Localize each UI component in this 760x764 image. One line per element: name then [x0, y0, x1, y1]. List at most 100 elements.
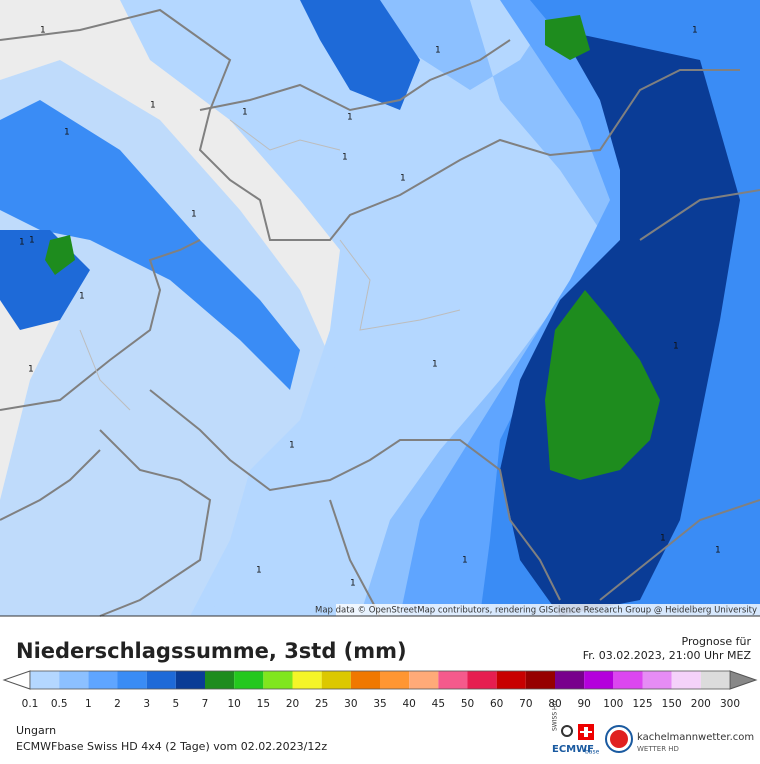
legend-label: 300 [720, 698, 740, 710]
title: Niederschlagssumme, 3std (mm) [16, 639, 407, 663]
legend-label: 25 [315, 698, 328, 710]
color-swatch [525, 671, 555, 689]
legend-label: 35 [373, 698, 386, 710]
legend-label: 70 [519, 698, 532, 710]
brand-logo-inner [610, 730, 628, 748]
color-swatch [671, 671, 701, 689]
color-swatch [438, 671, 468, 689]
attribution-bg [336, 604, 760, 616]
color-swatch [380, 671, 410, 689]
color-swatch [59, 671, 89, 689]
legend-label: 5 [172, 698, 179, 710]
legend-label: 200 [691, 698, 711, 710]
forecast-label: Prognose für [682, 635, 752, 648]
max-label: 1 [342, 153, 348, 163]
max-label: 1 [79, 292, 85, 302]
color-swatch [146, 671, 176, 689]
max-label: 1 [692, 26, 698, 36]
max-label: 1 [19, 238, 25, 248]
max-label: 1 [400, 174, 406, 184]
legend-label: 45 [432, 698, 445, 710]
color-swatch [263, 671, 293, 689]
legend-label: 15 [257, 698, 270, 710]
legend-label: 90 [577, 698, 590, 710]
legend-label: 0.1 [22, 698, 39, 710]
legend-label: 2 [114, 698, 121, 710]
brand-sub: WETTER HD [637, 745, 679, 753]
color-swatch [205, 671, 235, 689]
under-arrow [2, 670, 31, 690]
color-swatch [409, 671, 439, 689]
precip-area [300, 0, 420, 110]
swiss-logo: SWISS HD [552, 700, 559, 731]
legend-label: 10 [227, 698, 240, 710]
max-label: 1 [435, 46, 441, 56]
legend-label: 150 [662, 698, 682, 710]
max-label: 1 [242, 108, 248, 118]
color-swatch [555, 671, 585, 689]
color-swatch [584, 671, 614, 689]
max-label: 1 [347, 113, 353, 123]
color-swatch [467, 671, 497, 689]
max-label: 1 [432, 360, 438, 370]
swiss-cross [580, 727, 592, 737]
ecmwf-sub: base [585, 749, 600, 756]
precip-area [545, 15, 590, 60]
legend-label: 20 [286, 698, 299, 710]
max-label: 1 [29, 236, 35, 246]
precip-area [0, 100, 300, 390]
attribution: Map data © OpenStreetMap contributors, r… [315, 606, 757, 616]
max-label: 1 [150, 101, 156, 111]
max-label: 1 [40, 26, 46, 36]
max-label: 1 [462, 556, 468, 566]
region: Ungarn [16, 724, 56, 737]
legend-label: 50 [461, 698, 474, 710]
colorbar: 0.1 0.5 1 2 3 5 7 10 15 20 25 30 35 40 45 50 60 70 80 90 100… [2, 670, 758, 710]
sub-borders [79, 119, 461, 411]
color-swatch [321, 671, 351, 689]
max-label: 1 [673, 342, 679, 352]
max-label: 1 [256, 566, 262, 576]
legend-label: 7 [202, 698, 209, 710]
forecast-time: Fr. 03.02.2023, 21:00 Uhr MEZ [583, 649, 752, 662]
max-label: 1 [289, 441, 295, 451]
color-swatch [88, 671, 118, 689]
legend-label: 1 [85, 698, 92, 710]
max-label: 1 [191, 210, 197, 220]
color-swatch [175, 671, 205, 689]
color-swatch [613, 671, 643, 689]
color-swatch [350, 671, 380, 689]
legend-label: 40 [402, 698, 415, 710]
legend-label: 100 [603, 698, 623, 710]
model: ECMWFbase Swiss HD 4x4 (2 Tage) vom 02.0… [16, 740, 327, 753]
borders [0, 8, 760, 617]
color-swatch [30, 671, 60, 689]
legend-label: 80 [548, 698, 561, 710]
legend-label: 3 [143, 698, 150, 710]
max-label: 1 [28, 365, 34, 375]
ecmwf-logo: ECMWF [552, 744, 594, 755]
color-swatch [496, 671, 526, 689]
legend-label: 125 [632, 698, 652, 710]
color-swatch [642, 671, 672, 689]
color-swatch [292, 671, 322, 689]
max-label: 1 [715, 546, 721, 556]
legend-label: 30 [344, 698, 357, 710]
max-label: 1 [64, 128, 70, 138]
legend-label: 60 [490, 698, 503, 710]
color-swatch [117, 671, 147, 689]
color-swatch [700, 671, 730, 689]
search-icon [561, 725, 573, 737]
precip-area [545, 290, 660, 480]
max-label: 1 [660, 534, 666, 544]
colorbar-frame [29, 670, 731, 690]
precip-area [45, 235, 75, 275]
over-arrow [729, 670, 758, 690]
brand: kachelmannwetter.com [637, 732, 754, 743]
color-swatch [234, 671, 264, 689]
max-label: 1 [350, 579, 356, 589]
logos: SWISS HD ECMWF base kachelmannwetter.com… [552, 700, 755, 755]
